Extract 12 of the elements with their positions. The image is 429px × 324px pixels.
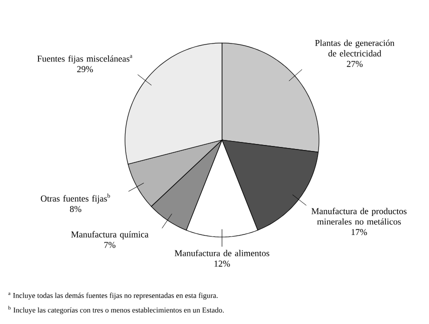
data-label: 8% <box>70 206 82 212</box>
data-label: 12% <box>214 260 230 267</box>
slice-label: Manufactura de alimentos <box>174 250 270 256</box>
slice-label: Fuentes fijas misceláneas$^{a}$ <box>37 55 132 64</box>
data-label: 29% <box>77 66 93 72</box>
slice-label: Plantas de generación de electricidad <box>315 40 394 56</box>
data-label: 17% <box>352 229 367 236</box>
slice-label: Manufactura de productos minerales no metálicos <box>312 208 407 225</box>
data-label: 27% <box>346 60 363 67</box>
slice-label: Otras fuentes fijas$^{b}$ <box>40 194 110 204</box>
slice-label: Manufactura química <box>71 231 148 240</box>
data-label: 7% <box>104 242 116 248</box>
